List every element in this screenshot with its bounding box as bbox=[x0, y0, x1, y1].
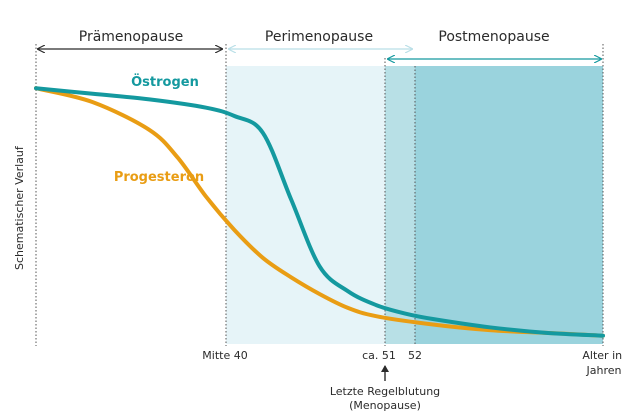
x-tick-ca-51: ca. 51 bbox=[362, 349, 396, 362]
series-line-oestrogen bbox=[34, 86, 605, 338]
series-label-progesteron: Progesteron bbox=[114, 170, 204, 185]
x-tick-52: 52 bbox=[408, 349, 422, 362]
phase-label-praemenopause: Prämenopause bbox=[79, 29, 183, 45]
x-tick-mitte-40: Mitte 40 bbox=[202, 349, 247, 362]
series-label-oestrogen: Östrogen bbox=[131, 74, 199, 90]
postmenopause-early-band bbox=[385, 66, 415, 344]
series-line-progesteron bbox=[34, 86, 605, 338]
postmenopause-band bbox=[415, 66, 603, 344]
phase-label-postmenopause: Postmenopause bbox=[438, 29, 549, 45]
phase-label-perimenopause: Perimenopause bbox=[265, 29, 373, 45]
x-axis-label: Alter in Jahren bbox=[582, 349, 625, 377]
menopause-annotation-line2: (Menopause) bbox=[349, 399, 421, 412]
menopause-annotation-line1: Letzte Regelblutung bbox=[330, 385, 440, 398]
perimenopause-band bbox=[226, 66, 385, 344]
y-axis-label: Schematischer Verlauf bbox=[13, 145, 26, 270]
